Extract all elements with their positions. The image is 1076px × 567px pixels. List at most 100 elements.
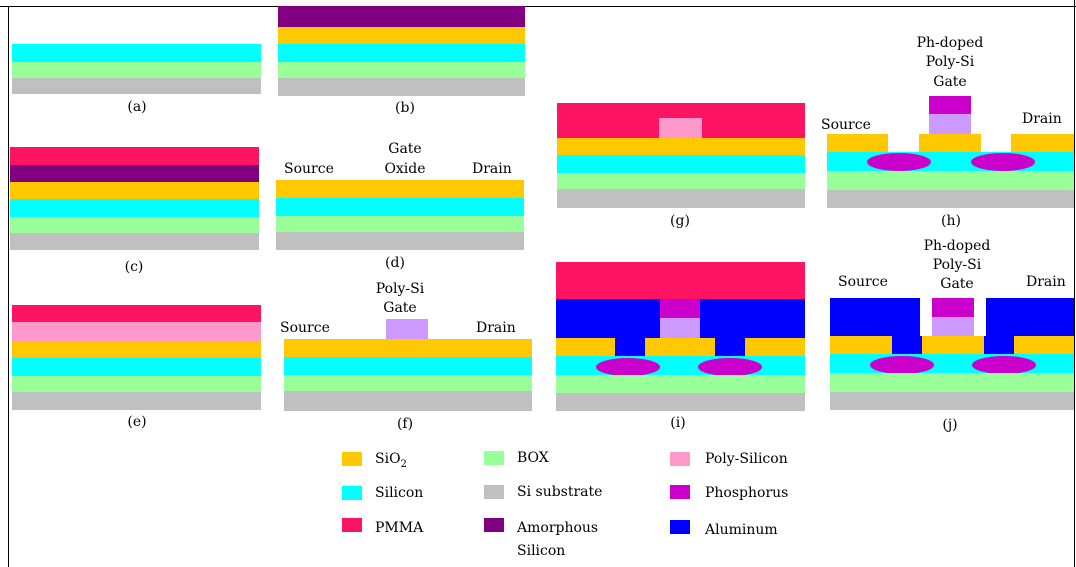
box-layer (557, 173, 805, 189)
sio2-gate-oxide (645, 338, 715, 356)
legend-label-sio2-main: SiO (375, 451, 401, 467)
aluminum-source-contact (615, 338, 645, 358)
phosphorus-drain-region (972, 356, 1036, 374)
drain-label: Drain (1026, 274, 1066, 290)
polysilicon-gate (659, 118, 702, 138)
box-layer (827, 171, 1074, 190)
box-layer (278, 62, 525, 78)
sio2-source-pad (827, 134, 888, 152)
panel-g-caption: (g) (670, 213, 690, 229)
ph-doped-label-line3: Gate (933, 74, 967, 90)
ph-doped-label-line3: Gate (940, 276, 974, 292)
box-layer (276, 216, 524, 232)
phosphorus-gate-top (932, 298, 974, 317)
source-label: Source (280, 320, 330, 336)
panel-b-caption: (b) (395, 100, 415, 116)
aluminum-source-contact (892, 336, 922, 356)
legend-swatch-amorphous-silicon (484, 518, 504, 532)
aluminum-left (556, 299, 660, 338)
gate-oxide-label-line1: Gate (388, 141, 422, 157)
legend-label-silicon: Silicon (375, 485, 424, 501)
substrate-layer (284, 391, 532, 411)
amorphous-silicon-layer (10, 165, 259, 182)
substrate-layer (12, 78, 261, 94)
legend-label-substrate: Si substrate (517, 484, 603, 500)
sio2-layer (12, 341, 261, 358)
ph-doped-label-line1: Ph-doped (916, 35, 984, 51)
box-layer (12, 376, 261, 392)
sio2-layer (284, 339, 532, 357)
substrate-layer (827, 190, 1074, 208)
legend-swatch-polysilicon (670, 452, 690, 466)
substrate-layer (557, 189, 805, 208)
ph-doped-label-line1: Ph-doped (923, 238, 991, 254)
legend-label-phosphorus: Phosphorus (705, 485, 789, 501)
legend-swatch-phosphorus (670, 485, 690, 499)
substrate-layer (12, 392, 261, 410)
drain-label: Drain (472, 161, 512, 177)
poly-si-gate (386, 319, 428, 339)
poly-si-gate-label-line2: Gate (383, 300, 417, 316)
aluminum-right (986, 298, 1074, 338)
source-label: Source (838, 274, 888, 290)
box-layer (12, 62, 261, 78)
sio2-gate-oxide (919, 134, 981, 152)
poly-si-gate-label-line1: Poly-Si (375, 281, 425, 297)
silicon-layer (830, 354, 1074, 373)
silicon-layer (278, 44, 525, 62)
sio2-drain-pad (745, 338, 805, 356)
poly-si-gate (660, 318, 700, 338)
panel-a-caption: (a) (127, 99, 147, 115)
substrate-layer (278, 78, 525, 96)
panel-f-caption: (f) (396, 416, 414, 432)
poly-si-gate (932, 317, 974, 336)
legend-label-box: BOX (517, 450, 549, 466)
sio2-layer (10, 182, 259, 199)
box-layer (830, 373, 1074, 392)
legend-swatch-silicon (342, 486, 362, 500)
aluminum-drain-contact (984, 336, 1014, 356)
silicon-layer (284, 357, 532, 375)
phosphorus-drain-region (698, 358, 762, 376)
silicon-layer (276, 198, 524, 216)
pmma-layer (12, 305, 261, 322)
sio2-layer (557, 138, 805, 155)
amorphous-silicon-layer (278, 6, 525, 27)
pmma-layer (10, 147, 259, 165)
poly-si-gate (929, 114, 971, 134)
phosphorus-source-region (870, 356, 934, 374)
legend-swatch-pmma (342, 518, 362, 532)
box-layer (10, 217, 259, 233)
sio2-source-pad (830, 336, 892, 354)
silicon-layer (12, 44, 261, 62)
legend-label-sio2: SiO2 (375, 452, 407, 470)
source-label: Source (821, 117, 871, 133)
aluminum-left (830, 298, 920, 338)
sio2-gate-oxide (922, 336, 984, 354)
substrate-layer (10, 233, 259, 250)
substrate-layer (556, 393, 805, 411)
phosphorus-gate-top (660, 299, 700, 318)
substrate-layer (276, 232, 524, 250)
substrate-layer (830, 392, 1074, 410)
box-layer (556, 375, 805, 393)
panel-h-caption: (h) (941, 213, 961, 229)
drain-label: Drain (1022, 111, 1062, 127)
panel-d-caption: (d) (385, 255, 405, 271)
legend-label-sio2-subscript: 2 (400, 458, 407, 470)
ph-doped-label-line2: Poly-Si (932, 257, 982, 273)
legend-swatch-box (484, 451, 504, 465)
aluminum-drain-contact (715, 338, 745, 358)
legend-label-aluminum: Aluminum (705, 522, 778, 538)
panel-i-caption: (i) (670, 415, 686, 431)
panel-j-caption: (j) (942, 417, 958, 433)
legend-label-polysilicon: Poly-Silicon (705, 451, 788, 467)
legend-swatch-sio2 (342, 452, 362, 466)
phosphorus-source-region (596, 358, 660, 376)
legend-swatch-substrate (484, 485, 504, 499)
frame-border-right (1074, 0, 1075, 567)
drain-label: Drain (476, 320, 516, 336)
panel-c-caption: (c) (124, 259, 144, 275)
sio2-drain-pad (1011, 134, 1074, 152)
gate-oxide-label-line2: Oxide (384, 161, 426, 177)
